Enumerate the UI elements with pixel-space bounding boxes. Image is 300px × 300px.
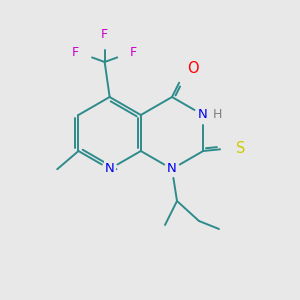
Text: F: F bbox=[72, 46, 79, 59]
Text: F: F bbox=[101, 28, 108, 40]
Text: O: O bbox=[187, 61, 198, 76]
Text: N: N bbox=[167, 163, 177, 176]
Text: N: N bbox=[105, 163, 115, 176]
Text: N: N bbox=[197, 109, 207, 122]
Text: H: H bbox=[213, 109, 223, 122]
Text: F: F bbox=[130, 46, 137, 59]
Text: S: S bbox=[236, 141, 246, 156]
